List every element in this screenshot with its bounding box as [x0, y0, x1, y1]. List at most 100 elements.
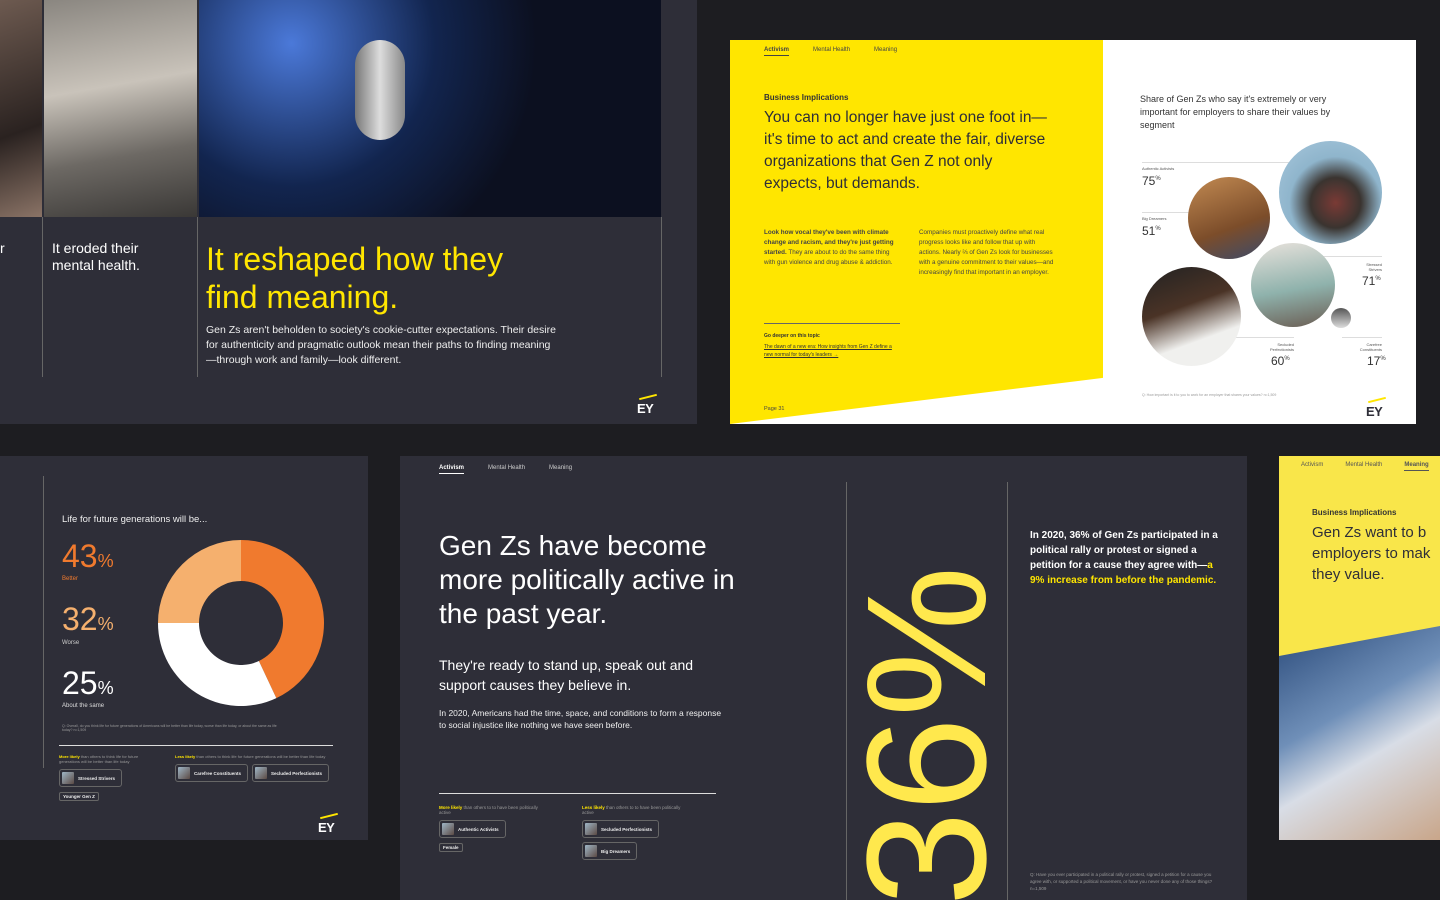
value: 43 [62, 538, 98, 574]
rule [1142, 162, 1290, 163]
chart-title: Life for future generations will be... [62, 514, 208, 525]
segment-chip[interactable]: Authentic Activists [439, 820, 506, 838]
segment-chip[interactable]: Big Dreamers [582, 842, 638, 860]
segment-label: Secluded Perfectionists [1269, 342, 1294, 352]
chip-label: Secluded Perfectionists [601, 826, 653, 832]
tab-meaning[interactable]: Meaning [549, 465, 573, 471]
more-likely-block: More likely than others to think life fo… [59, 754, 159, 801]
divider [59, 745, 333, 746]
slide-business-implications: Activism Mental Health Meaning Business … [730, 40, 1416, 424]
eyebrow: Business Implications [764, 93, 849, 102]
column-1: Look how vocal they've been with climate… [764, 228, 894, 268]
divider [197, 217, 198, 377]
page-number: Page 31 [764, 406, 785, 412]
segment-value: 71% [1362, 274, 1381, 288]
tab-activism[interactable]: Activism [764, 47, 790, 56]
pct: % [97, 551, 114, 571]
photo-secluded-perfectionist [1142, 267, 1241, 366]
stat-text: In 2020, 36% of Gen Zs participated in a… [1030, 528, 1222, 588]
photo-authentic-activist [1279, 141, 1382, 244]
photo-stressed-striver [1251, 243, 1335, 327]
slide-business-implications-meaning: Activism Mental Health Meaning Business … [1279, 456, 1440, 840]
segment-value: 17% [1367, 354, 1386, 368]
photo-singer [199, 0, 661, 217]
stat-label: Better [62, 576, 79, 582]
photo-lab-worker [1279, 626, 1440, 840]
segment-chip[interactable]: Secluded Perfectionists [582, 820, 660, 838]
chip-label: Stressed Strivers [78, 775, 116, 781]
photo-woman [0, 0, 42, 217]
avatar [255, 767, 268, 779]
less-text: than others to think life for future gen… [195, 754, 326, 759]
less-likely-block: Less likely than others to think life fo… [175, 754, 335, 782]
tab-nav: Activism Mental Health Meaning [764, 47, 897, 56]
avatar [62, 772, 74, 784]
deeper-label: Go deeper on this topic [764, 333, 820, 339]
body-text: In 2020, Americans had the time, space, … [439, 708, 722, 730]
stat-text-main: In 2020, 36% of Gen Zs participated in a… [1030, 530, 1218, 571]
ey-logo: EY [318, 820, 335, 835]
donut-slice-better [241, 540, 324, 699]
caption-left: r [0, 240, 5, 256]
tab-mental-health[interactable]: Mental Health [488, 465, 526, 471]
rule [1142, 212, 1192, 213]
pct: % [97, 614, 114, 634]
pct: % [1284, 356, 1290, 362]
tab-activism[interactable]: Activism [439, 465, 465, 474]
chart-title: Share of Gen Zs who say it's extremely o… [1140, 94, 1331, 130]
less-likely: Less likely [582, 805, 605, 810]
avatar [585, 845, 597, 857]
headline: It reshaped how they find meaning. [206, 241, 504, 315]
chip-label: Secluded Perfectionists [271, 770, 323, 776]
stat-worse: 32% [62, 601, 114, 638]
tab-meaning[interactable]: Meaning [874, 47, 898, 53]
stat-better: 43% [62, 538, 114, 575]
deeper-link[interactable]: The dawn of a new era: How insights from… [764, 344, 892, 358]
column-1-text: They are about to do the same thing with… [764, 249, 893, 266]
divider [43, 476, 44, 768]
tab-nav: Activism Mental Health Meaning [439, 465, 572, 474]
tab-activism[interactable]: Activism [1301, 462, 1324, 468]
big-number: 36% [832, 565, 1022, 900]
column-2: Companies must proactively define what r… [919, 229, 1054, 276]
divider [439, 793, 716, 794]
tag-female[interactable]: Female [439, 843, 463, 852]
stat-same: 25% [62, 665, 114, 702]
body-text: Gen Zs aren't beholden to society's cook… [206, 324, 556, 366]
caption-mental-health: It eroded their mental health. [52, 240, 140, 273]
segment-label: Authentic Activists [1142, 166, 1175, 171]
tag-younger-gen-z[interactable]: Younger Gen Z [59, 792, 99, 801]
pct: % [1375, 276, 1381, 282]
more-likely: More likely [59, 754, 80, 759]
donut-slice-about-the-same [158, 540, 241, 623]
column-1-bold: Look how vocal they've been with climate… [764, 229, 894, 256]
less-likely: Less likely [175, 754, 196, 759]
segment-label: Stressed Strivers [1366, 262, 1382, 272]
segment-chip[interactable]: Carefree Constituents [175, 764, 249, 782]
rule [1342, 337, 1382, 338]
chip-label: Carefree Constituents [194, 770, 242, 776]
value: 32 [62, 601, 98, 637]
headline: You can no longer have just one foot in—… [764, 109, 1047, 192]
segment-value: 51% [1142, 224, 1161, 238]
value: 75 [1142, 174, 1156, 188]
subheadline: They're ready to stand up, speak out and… [439, 657, 694, 693]
footnote: Q: Overall, do you think life for future… [62, 724, 277, 732]
microphone-shape [355, 40, 405, 140]
rule [1220, 337, 1294, 338]
photo-carefree [1331, 308, 1351, 328]
tab-mental-health[interactable]: Mental Health [1345, 462, 1383, 468]
segment-chip[interactable]: Secluded Perfectionists [252, 764, 330, 782]
segment-chip[interactable]: Stressed Strivers [59, 769, 123, 787]
footnote: Q: Have you ever participated in a polit… [1030, 872, 1213, 891]
value: 17 [1367, 354, 1381, 368]
footnote: Q: How important is it to you to work fo… [1142, 393, 1277, 397]
stat-label: Worse [62, 640, 80, 646]
tab-mental-health[interactable]: Mental Health [813, 47, 851, 53]
tab-meaning[interactable]: Meaning [1404, 462, 1429, 471]
pct: % [97, 678, 114, 698]
divider [1007, 482, 1008, 900]
segment-label: Carefree Constituents [1359, 342, 1382, 352]
less-text: than others to to have been politically … [582, 805, 681, 815]
photo-woman-mask [44, 0, 197, 217]
